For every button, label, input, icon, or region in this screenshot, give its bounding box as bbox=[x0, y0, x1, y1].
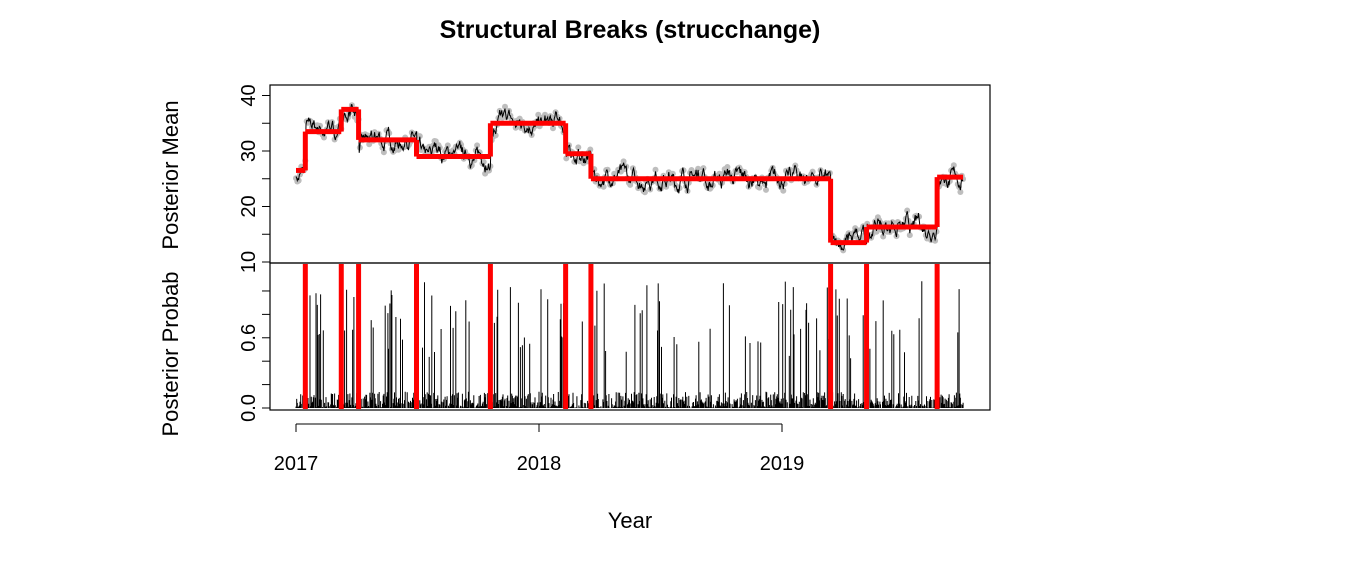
raw-point bbox=[906, 232, 913, 239]
y-tick-label: 30 bbox=[238, 140, 260, 162]
raw-point bbox=[763, 186, 769, 193]
raw-point bbox=[575, 144, 582, 151]
posterior-probability-spikes bbox=[295, 281, 964, 408]
chart-title: Structural Breaks (strucchange) bbox=[440, 16, 821, 44]
raw-point bbox=[563, 155, 570, 162]
x-axis-label: Year bbox=[608, 508, 652, 533]
raw-point bbox=[780, 187, 787, 194]
raw-point bbox=[317, 122, 323, 129]
raw-point bbox=[620, 158, 627, 165]
raw-point bbox=[700, 165, 707, 172]
raw-point bbox=[873, 228, 880, 235]
y-axis-label-posterior-mean: Posterior Mean bbox=[158, 100, 183, 249]
raw-point bbox=[366, 141, 373, 148]
raw-point bbox=[474, 142, 481, 149]
frame-bottom-panel bbox=[269, 262, 991, 411]
y-tick-label: 0.6 bbox=[238, 324, 260, 352]
segment-means-layer bbox=[296, 106, 964, 246]
y-axis-label-posterior-probab: Posterior Probab bbox=[158, 271, 183, 436]
raw-point bbox=[724, 164, 731, 170]
x-tick-label: 2017 bbox=[274, 453, 319, 475]
raw-point bbox=[600, 183, 607, 190]
raw-point bbox=[550, 125, 556, 132]
y-tick-label: 40 bbox=[238, 84, 260, 106]
y-tick-label: 20 bbox=[238, 195, 260, 217]
y-tick-label: 10 bbox=[238, 251, 260, 273]
raw-point bbox=[444, 142, 451, 149]
raw-point bbox=[502, 103, 508, 110]
y-axis-posterior-probability: 0.0 0.6 bbox=[238, 290, 270, 422]
y-tick-label: 0.0 bbox=[238, 394, 260, 422]
x-tick-label: 2019 bbox=[760, 453, 805, 475]
raw-point bbox=[950, 162, 957, 169]
raw-point bbox=[756, 184, 763, 191]
raw-point bbox=[652, 166, 659, 173]
raw-point bbox=[809, 168, 816, 175]
raw-point bbox=[957, 189, 964, 195]
posterior-probability-panel: 0.0 0.6 bbox=[238, 264, 964, 422]
x-axis: 2017 2018 2019 bbox=[274, 423, 805, 475]
x-tick-label: 2018 bbox=[517, 453, 562, 475]
raw-point bbox=[416, 133, 423, 140]
raw-point bbox=[380, 149, 387, 156]
raw-point bbox=[492, 132, 499, 139]
y-axis-posterior-mean: 10 20 30 40 bbox=[238, 84, 270, 273]
raw-point bbox=[880, 233, 887, 240]
posterior-mean-panel: 10 20 30 40 bbox=[238, 84, 967, 273]
raw-point bbox=[904, 207, 911, 214]
breakpoint-lines-layer bbox=[302, 264, 940, 409]
